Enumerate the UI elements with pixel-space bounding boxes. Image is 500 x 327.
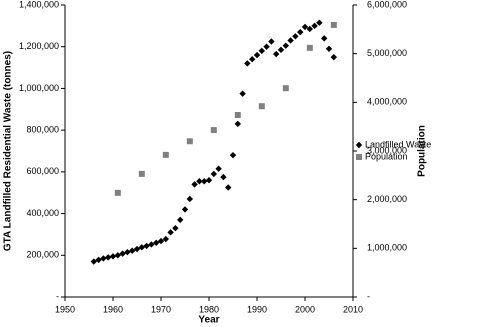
x-tick-label: 2000 xyxy=(295,304,315,314)
point xyxy=(273,50,280,58)
point xyxy=(301,23,309,31)
point xyxy=(253,51,261,59)
point xyxy=(292,33,299,40)
point xyxy=(210,170,217,178)
x-tick-label: 1970 xyxy=(151,304,171,314)
point xyxy=(282,42,289,49)
y2-tick-label: 6,000,000 xyxy=(367,0,407,9)
point xyxy=(162,235,169,243)
y2-tick-label: 1,000,000 xyxy=(367,243,407,253)
point xyxy=(186,138,193,145)
point xyxy=(148,241,155,248)
point xyxy=(138,170,145,177)
point xyxy=(100,255,107,262)
point xyxy=(95,256,102,264)
point xyxy=(105,254,112,261)
y2-axis-title: Population xyxy=(417,125,428,177)
point xyxy=(210,127,217,134)
point xyxy=(282,85,289,92)
x-tick-label: 2010 xyxy=(343,304,363,314)
point xyxy=(306,25,313,33)
point xyxy=(205,177,213,184)
point xyxy=(316,19,323,26)
point xyxy=(234,120,241,128)
point xyxy=(311,22,318,30)
point xyxy=(263,43,270,50)
point xyxy=(138,244,145,251)
point xyxy=(287,37,294,44)
point xyxy=(244,60,251,67)
y2-tick-label: 3,000,000 xyxy=(367,145,407,155)
point xyxy=(153,239,160,246)
point xyxy=(220,173,227,181)
x-axis-title: Year xyxy=(198,315,219,326)
legend-label: Landfilled Waste xyxy=(365,139,431,149)
y-tick-label: - xyxy=(56,291,59,301)
point xyxy=(119,250,126,257)
point xyxy=(268,38,275,45)
x-tick-label: 1990 xyxy=(247,304,267,314)
point xyxy=(124,248,131,256)
point xyxy=(330,53,337,61)
point xyxy=(167,229,174,236)
point xyxy=(181,206,189,213)
point xyxy=(321,35,328,42)
point xyxy=(172,224,179,232)
legend-label: Population xyxy=(365,151,408,161)
y2-tick-label: 5,000,000 xyxy=(367,48,407,58)
y-tick-label: 800,000 xyxy=(26,125,59,135)
y-tick-label: 1,200,000 xyxy=(19,41,59,51)
x-tick-label: 1950 xyxy=(55,304,75,314)
point xyxy=(177,216,184,224)
point xyxy=(297,28,304,36)
point xyxy=(129,247,136,254)
x-tick-label: 1980 xyxy=(199,304,219,314)
y2-tick-label: - xyxy=(367,291,370,301)
point xyxy=(330,21,337,28)
point xyxy=(258,47,265,55)
y-axis-title: GTA Landfilled Residential Waste (tonnes… xyxy=(3,51,14,251)
y-tick-label: 1,000,000 xyxy=(19,83,59,93)
point xyxy=(239,90,246,97)
legend-marker xyxy=(355,141,363,149)
point xyxy=(215,165,222,172)
point xyxy=(162,151,169,158)
point xyxy=(234,111,241,118)
point xyxy=(143,242,150,250)
point xyxy=(196,178,203,185)
y2-tick-label: 4,000,000 xyxy=(367,97,407,107)
point xyxy=(229,151,237,159)
point xyxy=(306,44,313,51)
x-tick-label: 1960 xyxy=(103,304,123,314)
y-tick-label: 600,000 xyxy=(26,166,59,176)
point xyxy=(258,103,265,110)
y2-tick-label: 2,000,000 xyxy=(367,194,407,204)
point xyxy=(325,45,333,52)
point xyxy=(114,189,121,196)
point xyxy=(109,253,117,260)
point xyxy=(133,245,141,253)
point xyxy=(157,237,165,245)
point xyxy=(191,181,198,188)
y-tick-label: 1,400,000 xyxy=(19,0,59,9)
y-tick-label: 200,000 xyxy=(26,250,59,260)
y-tick-label: 400,000 xyxy=(26,208,59,218)
point xyxy=(90,258,97,265)
point xyxy=(277,46,285,54)
point xyxy=(201,178,208,185)
point xyxy=(186,195,193,203)
point xyxy=(225,184,232,191)
point xyxy=(249,56,256,63)
legend-marker xyxy=(356,154,362,160)
point xyxy=(114,252,121,259)
